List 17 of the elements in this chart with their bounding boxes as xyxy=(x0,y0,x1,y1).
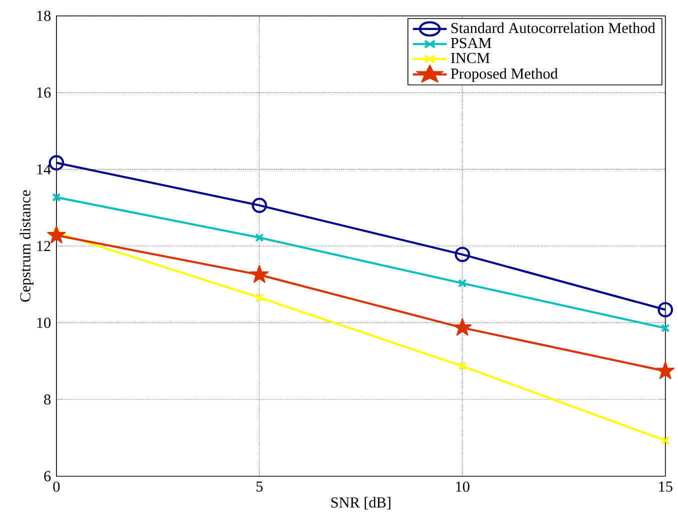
x-tick-label: 0 xyxy=(53,482,60,492)
legend-label: Standard Autocorrelation Method xyxy=(451,22,656,34)
y-tick-label: 6 xyxy=(44,471,51,482)
y-tick-label: 8 xyxy=(44,394,51,405)
legend-label: INCM xyxy=(450,53,490,64)
x-tick-label: 10 xyxy=(456,482,470,492)
x-axis-title: SNR [dB] xyxy=(331,497,390,510)
y-tick-label: 14 xyxy=(37,164,51,174)
x-tick-label: 15 xyxy=(659,482,672,492)
y-tick-label: 10 xyxy=(37,318,51,328)
y-axis-title: Cepstrum distance xyxy=(20,190,34,302)
y-tick-label: 18 xyxy=(37,10,51,22)
y-tick-label: 12 xyxy=(37,241,50,252)
legend-label: Proposed Method xyxy=(450,68,558,82)
x-tick-label: 5 xyxy=(256,482,263,492)
y-tick-label: 16 xyxy=(37,88,51,98)
legend-label: PSAM xyxy=(450,38,492,48)
